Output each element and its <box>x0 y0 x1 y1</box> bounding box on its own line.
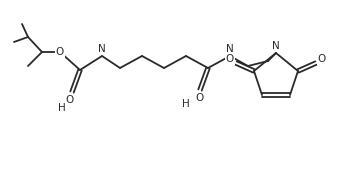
Text: N: N <box>226 44 234 54</box>
Text: N: N <box>98 44 106 54</box>
Text: O: O <box>66 95 74 105</box>
Text: N: N <box>272 41 280 51</box>
Text: O: O <box>56 47 64 57</box>
Text: O: O <box>196 93 204 103</box>
Text: O: O <box>318 54 326 64</box>
Text: H: H <box>58 103 66 113</box>
Text: H: H <box>182 99 190 109</box>
Text: O: O <box>226 54 234 64</box>
